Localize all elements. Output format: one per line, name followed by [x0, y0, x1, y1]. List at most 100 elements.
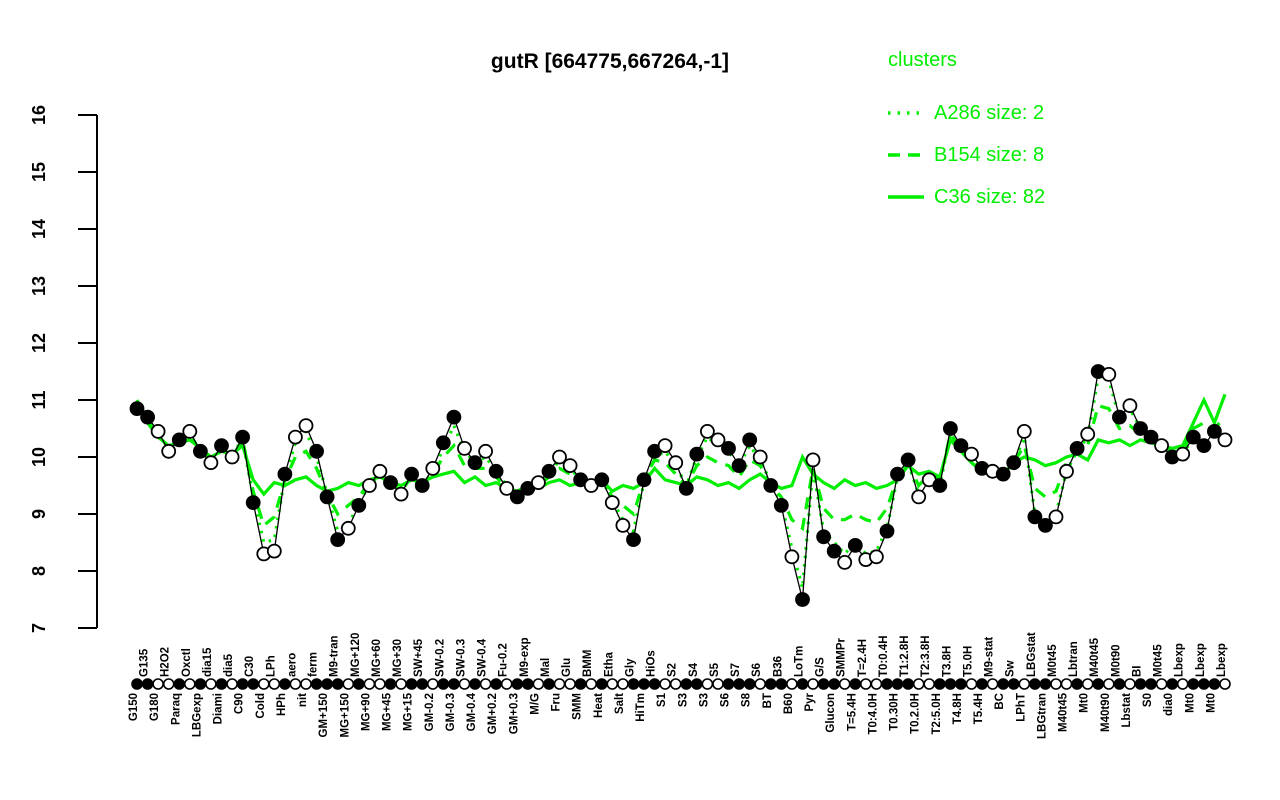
x-condition-label: T=2.4H [857, 639, 869, 677]
data-point-open [710, 432, 726, 448]
rug-dot [754, 678, 767, 690]
x-condition-label: MG+45 [382, 692, 394, 731]
data-point-open [266, 543, 282, 559]
data-point-filled [953, 438, 969, 454]
x-condition-label: Lbexp [1216, 643, 1228, 677]
x-condition-label: BT [762, 693, 774, 708]
x-condition-label: SMMPr [836, 638, 848, 678]
x-condition-label: GM+0.2 [487, 693, 499, 734]
data-point-filled [731, 458, 747, 474]
x-condition-label: SW-0.2 [434, 639, 446, 677]
data-point-filled [467, 455, 483, 471]
data-point-open [298, 418, 314, 434]
rug-dot [416, 678, 429, 690]
x-condition-label: Fu-0.2 [498, 643, 510, 677]
rug-dot [194, 678, 207, 690]
data-point-open [361, 478, 377, 493]
x-condition-label: HPh [276, 693, 288, 716]
rug-dot [1092, 678, 1104, 690]
data-point-filled [129, 401, 145, 417]
data-point-open [869, 549, 884, 565]
x-condition-label: BC [994, 693, 1006, 710]
rug-dot [247, 678, 259, 690]
rug-dot [976, 678, 988, 690]
x-condition-label: T=5.4H [846, 693, 858, 731]
data-point-open [1048, 509, 1064, 525]
rug-dot [184, 678, 196, 690]
y-tick-label: 16 [29, 105, 49, 125]
x-condition-label: Diami [213, 693, 225, 724]
data-point-filled [383, 475, 398, 491]
data-point-filled [1185, 429, 1201, 445]
x-condition-label: dia15 [202, 647, 214, 677]
x-condition-label: T5.4H [973, 693, 985, 724]
data-point-open [784, 549, 800, 565]
rug-dot [205, 678, 217, 690]
data-point-filled [900, 452, 916, 468]
rug-dot [659, 678, 671, 690]
data-point-open [700, 423, 715, 439]
data-point-filled [140, 409, 156, 425]
legend-title: clusters [888, 49, 957, 71]
data-point-open [837, 555, 853, 570]
data-point-open [604, 495, 620, 511]
x-condition-label: S2 [667, 663, 679, 677]
x-condition-label: SW+45 [413, 638, 425, 677]
rug-dot [331, 678, 344, 690]
y-tick-label: 10 [29, 447, 49, 467]
rug-dot [226, 678, 238, 690]
x-condition-label: MG+150 [339, 693, 351, 737]
x-condition-label: S7 [730, 663, 742, 677]
data-point-filled [689, 446, 705, 462]
x-condition-label: S0 [1142, 693, 1154, 707]
y-axis: 7 8 9 10 11 12 13 14 15 16 [29, 105, 98, 633]
data-point-filled [1006, 455, 1022, 471]
rug-dot [648, 678, 661, 690]
rug-dot [310, 678, 323, 690]
rug-dot [479, 678, 492, 690]
data-point-filled [235, 429, 251, 445]
x-condition-label: T2:5.0H [931, 693, 943, 735]
rug-dot [405, 678, 418, 690]
x-condition-label: GM+150 [318, 693, 330, 737]
data-point-filled [1207, 423, 1222, 439]
rug-dot [141, 678, 154, 690]
rug-dot [606, 678, 619, 690]
x-condition-label: T3.8H [941, 646, 953, 677]
rug-dot [374, 678, 386, 690]
rug-dot [173, 678, 186, 690]
y-tick-label: 15 [29, 162, 49, 182]
rug-dot [257, 678, 270, 690]
x-condition-label: nit [297, 693, 309, 707]
x-condition-label: LBGtran [1036, 693, 1048, 739]
rug-dot [1219, 678, 1231, 690]
rug-dot [564, 678, 576, 690]
data-point-open [805, 452, 821, 468]
x-condition-label: T1:2.8H [899, 635, 911, 677]
rug-dot [289, 678, 302, 690]
x-condition-label: LPhT [1015, 693, 1027, 722]
data-point-open [1059, 463, 1074, 479]
x-condition-label: SMM [572, 693, 584, 720]
data-point-open [562, 458, 578, 474]
x-condition-label: S6 [720, 693, 732, 707]
x-condition-label: M/G [529, 693, 541, 715]
x-condition-label: GM-0.3 [445, 693, 457, 731]
x-condition-label: M9-tran [329, 635, 341, 677]
cluster-lines [135, 375, 1227, 589]
data-point-filled [816, 529, 831, 545]
x-condition-label: Fru [551, 693, 563, 712]
rug-dot [617, 678, 629, 690]
x-condition-label: S5 [709, 662, 721, 677]
x-condition-label: C90 [234, 693, 246, 714]
x-condition-label: T5.0H [962, 646, 974, 677]
data-point-open [1080, 426, 1096, 442]
data-point-open [1122, 398, 1138, 414]
data-point-filled [847, 538, 863, 553]
rug-dot [490, 678, 502, 690]
rug-dot [680, 678, 693, 690]
data-point-filled [995, 466, 1011, 482]
data-point-filled [214, 438, 229, 454]
rug-dot [986, 678, 999, 690]
